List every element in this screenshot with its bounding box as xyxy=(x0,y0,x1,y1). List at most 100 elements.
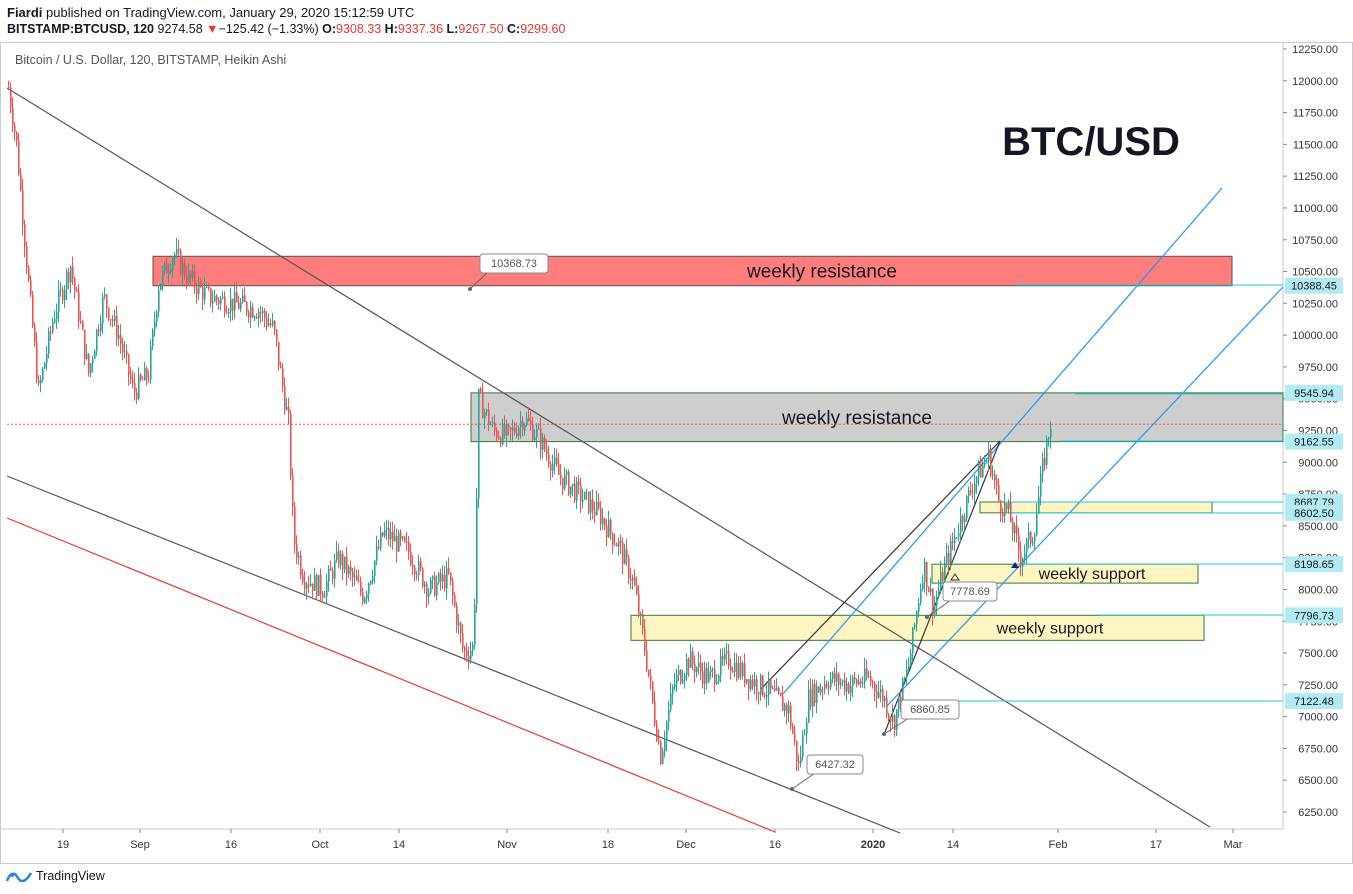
candle-body xyxy=(898,696,900,710)
level-label-bg xyxy=(1285,693,1343,710)
down-arrow-icon: ▼ xyxy=(206,22,219,36)
level-label: 8198.65 xyxy=(1294,559,1334,571)
level-label: 7122.48 xyxy=(1294,696,1334,708)
candle-body xyxy=(134,382,136,393)
price-tick-label: 8000.00 xyxy=(1298,584,1338,596)
level-label: 8602.50 xyxy=(1294,508,1334,520)
price-tick-label: 10000.00 xyxy=(1292,330,1338,342)
candle-body xyxy=(90,363,92,374)
candle-body xyxy=(82,321,84,330)
candle-body xyxy=(570,486,572,495)
candle-body xyxy=(628,557,630,579)
low-label: L: xyxy=(446,22,459,36)
candle-body xyxy=(68,271,70,283)
candle-body xyxy=(794,733,796,741)
candle-body xyxy=(54,319,56,323)
candle-body xyxy=(560,474,562,478)
zone-label: weekly support xyxy=(1038,566,1146,583)
high-value: 9337.36 xyxy=(397,22,444,36)
candle-body xyxy=(170,269,172,272)
candle-body xyxy=(648,669,650,676)
candle-body xyxy=(866,668,868,678)
candle-body xyxy=(862,682,864,684)
candle-body xyxy=(20,173,22,190)
candle-body xyxy=(694,663,696,673)
candle-body xyxy=(410,551,412,565)
time-tick-label: Dec xyxy=(676,839,696,851)
candle-body xyxy=(1040,473,1042,497)
candle-body xyxy=(76,289,78,293)
candle-body xyxy=(702,671,704,684)
candle-body xyxy=(736,662,738,678)
candle-body xyxy=(656,723,658,741)
candle-body xyxy=(176,248,178,255)
candle-body xyxy=(748,679,750,690)
candle-body xyxy=(94,351,96,360)
candle-body xyxy=(198,281,200,295)
candle-body xyxy=(246,301,248,313)
candle-body xyxy=(304,582,306,589)
candle-body xyxy=(404,537,406,542)
level-label: 9162.55 xyxy=(1294,437,1334,449)
candle-body xyxy=(600,507,602,525)
candle-body xyxy=(308,584,310,586)
candle-body xyxy=(212,301,214,304)
time-tick-label: Nov xyxy=(497,839,517,851)
candle-body xyxy=(920,588,922,604)
candle-body xyxy=(374,560,376,577)
close-value: 9299.60 xyxy=(520,22,566,36)
candle-body xyxy=(508,424,510,428)
candle-body xyxy=(820,688,822,693)
candle-body xyxy=(32,294,34,327)
candle-body xyxy=(378,546,380,549)
candle-body xyxy=(720,655,722,676)
candle-body xyxy=(256,316,258,319)
candle-body xyxy=(412,564,414,568)
candle-body xyxy=(422,568,424,587)
ascending-channel-upper xyxy=(782,187,1223,695)
chart-main-title: BTC/USD xyxy=(1002,120,1180,164)
candle-body xyxy=(432,576,434,580)
candle-body xyxy=(926,561,928,588)
candle-body xyxy=(462,633,464,648)
resistance-zone xyxy=(470,392,1284,443)
candle-body xyxy=(382,532,384,536)
tradingview-footer[interactable]: TradingView xyxy=(6,866,105,886)
candle-body xyxy=(538,428,540,430)
price-tick-label: 9750.00 xyxy=(1298,362,1338,374)
last-price: 9274.58 xyxy=(157,22,203,36)
candle-body xyxy=(534,437,536,441)
candle-body xyxy=(208,286,210,289)
candle-body xyxy=(390,531,392,540)
candle-body xyxy=(826,684,828,687)
candle-body xyxy=(164,262,166,271)
candle-body xyxy=(98,329,100,332)
open-label: O: xyxy=(322,22,336,36)
candle-body xyxy=(944,562,946,582)
candle-body xyxy=(56,312,58,320)
candle-body xyxy=(834,672,836,682)
author-name[interactable]: Fiardi xyxy=(7,5,43,20)
ascending-channel-lower xyxy=(885,286,1284,708)
candle-body xyxy=(372,576,374,581)
candle-body xyxy=(756,679,758,693)
candle-body xyxy=(658,740,660,742)
candle-body xyxy=(174,254,176,259)
candle-body xyxy=(16,132,18,141)
candle-body xyxy=(590,499,592,513)
candle-body xyxy=(914,624,916,628)
candle-body xyxy=(604,518,606,526)
candle-body xyxy=(166,262,168,274)
candle-body xyxy=(112,319,114,322)
ohlc-legend: BITSTAMP:BTCUSD, 120 9274.58 ▼−125.42 (−… xyxy=(7,22,565,36)
candle-body xyxy=(670,693,672,710)
candle-body xyxy=(274,321,276,330)
candle-body xyxy=(838,673,840,685)
candle-body xyxy=(584,491,586,500)
candle-body xyxy=(588,491,590,513)
price-chart[interactable]: 12250.00 12000.00 11750.00 11500.00 11250.00… xyxy=(0,42,1353,864)
candle-body xyxy=(506,424,508,436)
candle-body xyxy=(276,329,278,342)
candle-body xyxy=(780,693,782,697)
candle-body xyxy=(1050,428,1052,438)
